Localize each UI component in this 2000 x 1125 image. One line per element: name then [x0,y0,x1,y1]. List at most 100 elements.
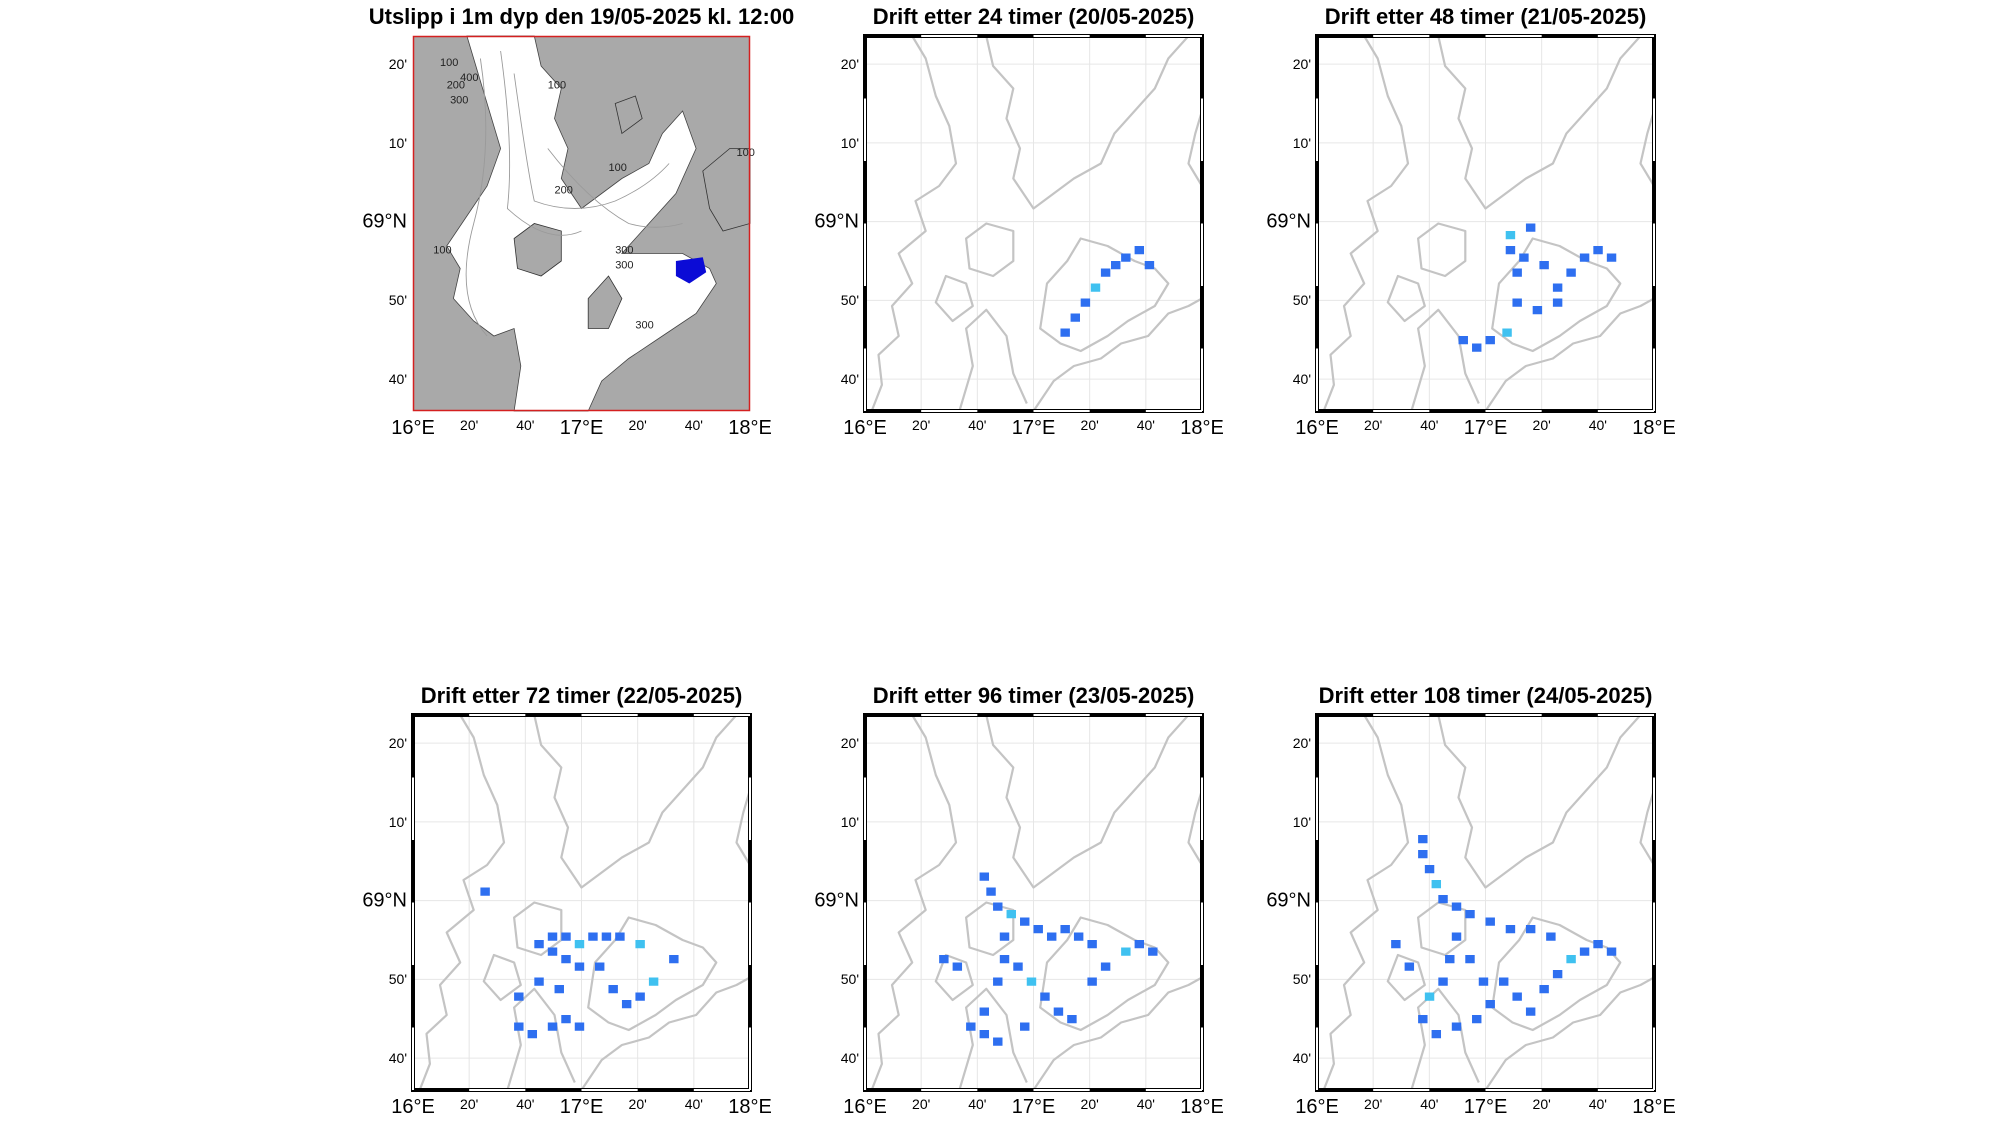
particle-cell [1512,298,1522,307]
lon-tick-label: 17°E [1463,1096,1508,1118]
lon-tick-label: 20' [460,417,479,433]
particle-cell [1006,910,1016,919]
particle-cell [1100,962,1111,971]
lon-tick-label: 16°E [843,1096,887,1118]
lon-tick-label: 20' [1364,417,1383,433]
lon-tick-label: 16°E [843,417,887,439]
particle-cell [1100,268,1111,277]
particle-cell [1579,947,1590,956]
particle-cell [514,992,524,1001]
coastline [1484,297,1655,412]
coastline [1386,274,1426,323]
particle-cell [986,887,996,896]
particle-cell [547,947,558,956]
release-site [675,257,707,284]
particle-cell [1040,992,1050,1001]
lon-tick-label: 40' [968,417,987,433]
drift-map [863,34,1204,413]
particle-cell [979,1007,990,1016]
particle-cell [1134,940,1145,949]
particle-cell [561,932,571,941]
lat-tick-label: 10' [840,813,859,830]
particle-cell [1485,917,1495,926]
depth-contour [547,148,683,228]
lon-tick-label: 18°E [1180,1096,1224,1118]
particle-cell [1026,977,1037,986]
lon-tick-label: 18°E [1180,417,1224,439]
particle-cell [1593,940,1603,949]
particle-cell [1424,865,1435,874]
particle-cell [1525,223,1536,232]
lon-tick-label: 40' [1136,417,1155,433]
particle-cell [1424,992,1435,1001]
particle-cell [534,977,544,986]
lon-tick-label: 20' [912,1096,931,1112]
coastline [934,953,974,1002]
particle-cell [1539,261,1549,270]
particle-cell [1418,850,1428,859]
lat-tick-label: 10' [840,134,859,151]
particle-cell [635,992,645,1001]
drift-map [863,713,1204,1092]
coastline [1032,297,1203,412]
coastline [870,714,958,1091]
lat-tick-label: 40' [388,1050,407,1067]
lon-tick-label: 40' [684,417,703,433]
coastline [958,987,1028,1091]
particle-cell [1579,253,1590,262]
panel-title: Drift etter 24 timer (20/05-2025) [872,4,1195,29]
coastline [533,714,738,889]
particle-cell [1418,835,1428,844]
coastline [1386,953,1426,1002]
coastline [985,714,1190,889]
lon-tick-label: 40' [684,1096,703,1112]
particle-cell [1391,940,1401,949]
particle-cell [1060,328,1070,337]
lat-tick-label: 50' [1292,292,1311,309]
particle-cell [1445,955,1455,964]
lat-tick-label: 20' [840,56,859,73]
particle-cell [993,1037,1003,1046]
particle-cell [1505,231,1516,240]
particle-cell [1525,925,1536,934]
lon-tick-label: 16°E [1295,1096,1339,1118]
particle-cell [1532,306,1543,315]
lon-tick-label: 20' [912,417,931,433]
contour-label: 100 [440,57,458,69]
lon-tick-label: 20' [1080,1096,1099,1112]
particle-cell [547,1022,558,1031]
lat-tick-label: 20' [1292,56,1311,73]
lon-tick-label: 16°E [391,1096,435,1118]
lat-tick-label: 50' [388,292,407,309]
particle-cell [1552,283,1563,292]
particle-cell [1020,917,1030,926]
lat-tick-label: 40' [840,371,859,388]
lon-tick-label: 20' [1080,417,1099,433]
lat-tick-label: 50' [840,292,859,309]
particle-cell [1144,261,1155,270]
coastline [1417,222,1467,278]
panel-title: Drift etter 48 timer (21/05-2025) [1324,4,1647,29]
coastline [985,35,1190,210]
coastline [1410,308,1480,412]
drift-map [411,713,752,1092]
particle-cell [608,985,618,994]
lat-tick-label: 20' [388,56,407,73]
lon-tick-label: 40' [1136,1096,1155,1112]
particle-cell [966,1022,976,1031]
particle-cell [1593,246,1603,255]
particle-cell [669,955,679,964]
lon-tick-label: 18°E [1632,1096,1676,1118]
island [614,95,643,135]
contour-label: 300 [635,320,653,332]
particle-cell [588,932,598,941]
lat-tick-label: 69°N [362,889,407,912]
particle-cell [527,1030,538,1039]
contour-label: 100 [737,147,755,159]
particle-cell [1451,1022,1462,1031]
particle-cell [1404,962,1415,971]
particle-cell [547,932,558,941]
drift-map [1315,713,1656,1092]
particle-cell [999,932,1010,941]
